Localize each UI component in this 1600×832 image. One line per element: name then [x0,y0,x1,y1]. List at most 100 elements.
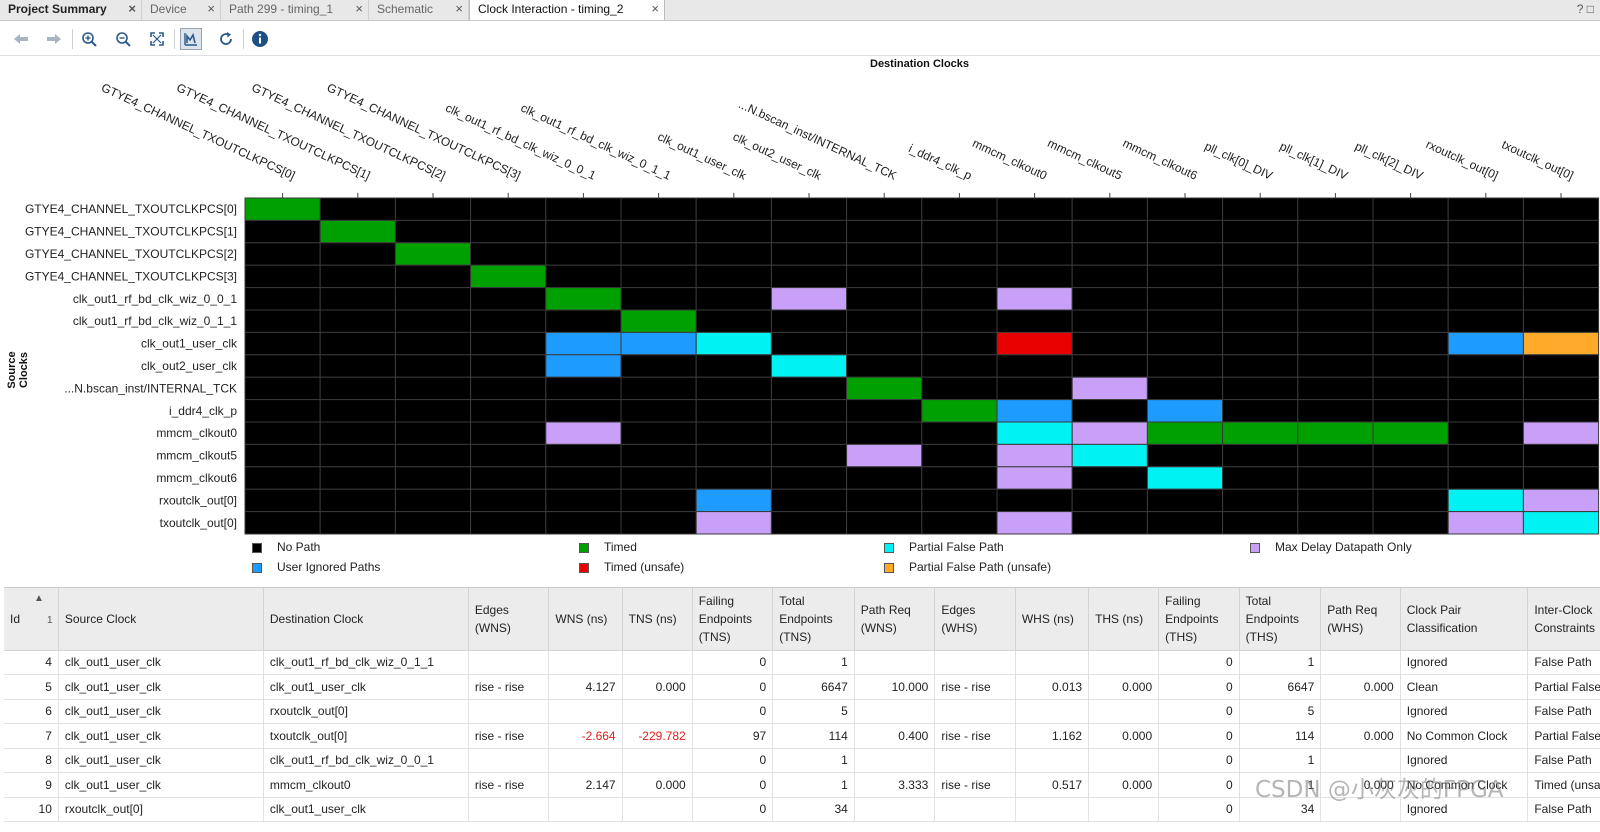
matrix-cell[interactable] [545,466,622,490]
matrix-cell[interactable] [545,331,622,356]
matrix-cell[interactable] [470,331,547,356]
matrix-cell[interactable] [921,466,998,490]
matrix-cell[interactable] [319,421,396,445]
matrix-cell[interactable] [695,421,772,445]
matrix-cell[interactable] [770,309,848,333]
matrix-cell[interactable] [1522,287,1600,311]
matrix-cell[interactable] [996,443,1073,468]
matrix-cell[interactable] [1146,399,1224,423]
matrix-cell[interactable] [1522,309,1600,333]
matrix-cell[interactable] [1372,421,1449,445]
column-header[interactable]: Id ▲ 1 [4,588,59,651]
matrix-cell[interactable] [695,399,772,423]
matrix-cell[interactable] [1522,197,1600,221]
matrix-cell[interactable] [545,197,622,221]
matrix-cell[interactable] [846,242,923,266]
matrix-cell[interactable] [470,287,547,311]
matrix-cell[interactable] [1447,309,1524,333]
matrix-cell[interactable] [1071,488,1148,513]
table-row[interactable]: 6 clk_out1_user_clk rxoutclk_out[0] 0 5 0 5 Ign… [4,699,1600,724]
matrix-cell[interactable] [1071,242,1148,266]
matrix-cell[interactable] [846,376,923,401]
matrix-cell[interactable] [1146,264,1224,289]
matrix-cell[interactable] [1522,242,1600,266]
matrix-cell[interactable] [1297,488,1374,513]
matrix-cell[interactable] [394,287,472,311]
matrix-cell[interactable] [394,242,472,266]
matrix-cell[interactable] [244,421,321,445]
matrix-cell[interactable] [1447,466,1524,490]
matrix-cell[interactable] [1447,376,1524,401]
matrix-cell[interactable] [770,264,848,289]
matrix-cell[interactable] [319,264,396,289]
matrix-cell[interactable] [1071,376,1148,401]
matrix-cell[interactable] [545,421,622,445]
matrix-cell[interactable] [319,331,396,356]
matrix-cell[interactable] [1071,511,1148,535]
matrix-cell[interactable] [620,354,697,378]
matrix-cell[interactable] [394,354,472,378]
matrix-cell[interactable] [1222,287,1299,311]
matrix-cell[interactable] [996,376,1073,401]
matrix-cell[interactable] [846,399,923,423]
close-icon[interactable]: × [651,1,659,16]
matrix-cell[interactable] [470,354,547,378]
matrix-cell[interactable] [921,443,998,468]
matrix-cell[interactable] [470,219,547,244]
tab-schematic[interactable]: Schematic × [369,0,469,20]
matrix-cell[interactable] [1372,443,1449,468]
matrix-cell[interactable] [1447,443,1524,468]
matrix-cell[interactable] [1372,331,1449,356]
matrix-cell[interactable] [1522,219,1600,244]
column-header[interactable]: Failing Endpoints (TNS) [692,588,774,651]
tab-path-299[interactable]: Path 299 - timing_1 × [221,0,369,20]
matrix-cell[interactable] [1222,399,1299,423]
matrix-cell[interactable] [319,197,396,221]
matrix-cell[interactable] [921,309,998,333]
matrix-cell[interactable] [244,309,321,333]
matrix-cell[interactable] [695,443,772,468]
matrix-cell[interactable] [1071,443,1148,468]
matrix-cell[interactable] [695,242,772,266]
matrix-cell[interactable] [244,242,321,266]
matrix-cell[interactable] [1372,242,1449,266]
back-button[interactable] [10,28,32,50]
forward-button[interactable] [43,28,65,50]
matrix-cell[interactable] [846,421,923,445]
matrix-cell[interactable] [921,219,998,244]
matrix-cell[interactable] [1071,399,1148,423]
matrix-cell[interactable] [1222,264,1299,289]
matrix-cell[interactable] [1447,242,1524,266]
matrix-cell[interactable] [1146,197,1224,221]
matrix-cell[interactable] [996,309,1073,333]
matrix-cell[interactable] [921,264,998,289]
matrix-cell[interactable] [770,466,848,490]
matrix-cell[interactable] [1447,219,1524,244]
zoom-in-button[interactable] [78,28,100,50]
matrix-cell[interactable] [770,488,848,513]
matrix-cell[interactable] [545,511,622,535]
matrix-cell[interactable] [1447,354,1524,378]
matrix-cell[interactable] [770,331,848,356]
matrix-cell[interactable] [545,219,622,244]
matrix-cell[interactable] [996,466,1073,490]
matrix-cell[interactable] [1146,466,1224,490]
matrix-cell[interactable] [846,264,923,289]
matrix-cell[interactable] [1447,331,1524,356]
matrix-cell[interactable] [620,197,697,221]
table-row[interactable]: 10 rxoutclk_out[0] clk_out1_user_clk 0 34 0 34… [4,797,1600,822]
matrix-cell[interactable] [244,197,321,221]
matrix-cell[interactable] [846,511,923,535]
matrix-cell[interactable] [244,466,321,490]
column-header[interactable]: Edges (WHS) [934,588,1016,651]
matrix-cell[interactable] [921,399,998,423]
matrix-cell[interactable] [695,197,772,221]
tab-device[interactable]: Device × [142,0,221,20]
matrix-cell[interactable] [846,287,923,311]
matrix-cell[interactable] [695,376,772,401]
matrix-cell[interactable] [545,264,622,289]
chart-toggle-button[interactable] [180,28,202,50]
matrix-cell[interactable] [1372,466,1449,490]
matrix-cell[interactable] [1372,511,1449,535]
matrix-cell[interactable] [545,399,622,423]
